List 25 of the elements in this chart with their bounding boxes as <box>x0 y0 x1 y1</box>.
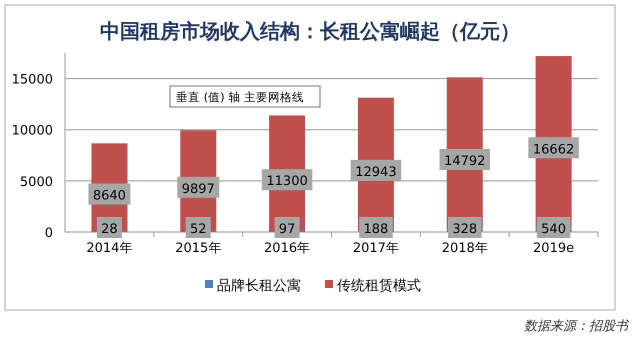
data-label: 16662 <box>532 142 574 158</box>
data-label: 9897 <box>182 182 215 197</box>
annotation: 垂直 (值) 轴 主要网格线 <box>176 90 304 104</box>
x-tick-label: 2019e <box>533 241 574 256</box>
x-tick-label: 2014年 <box>86 241 132 256</box>
y-tick-label: 5000 <box>20 174 53 190</box>
source-note: 数据来源：招股书 <box>524 319 630 334</box>
chart-title: 中国租房市场收入结构：长租公寓崛起（亿元） <box>100 19 520 43</box>
data-label: 8640 <box>92 188 126 204</box>
legend-label: 传统租赁模式 <box>337 278 421 294</box>
data-label: 52 <box>190 222 207 237</box>
data-label: 97 <box>278 222 296 237</box>
x-tick-label: 2015年 <box>175 241 222 256</box>
data-label: 14792 <box>444 154 486 169</box>
data-label: 11300 <box>266 174 308 190</box>
y-tick-label: 15000 <box>12 72 53 88</box>
data-label: 328 <box>452 222 478 237</box>
x-tick-label: 2017年 <box>352 241 399 256</box>
y-tick-label: 0 <box>44 226 53 241</box>
x-tick-label: 2018年 <box>442 241 488 256</box>
y-tick-label: 10000 <box>12 124 53 139</box>
data-label: 28 <box>101 222 118 237</box>
legend-label: 品牌长租公寓 <box>217 278 301 294</box>
x-tick-label: 2016年 <box>264 241 310 256</box>
data-label: 12943 <box>355 164 397 180</box>
